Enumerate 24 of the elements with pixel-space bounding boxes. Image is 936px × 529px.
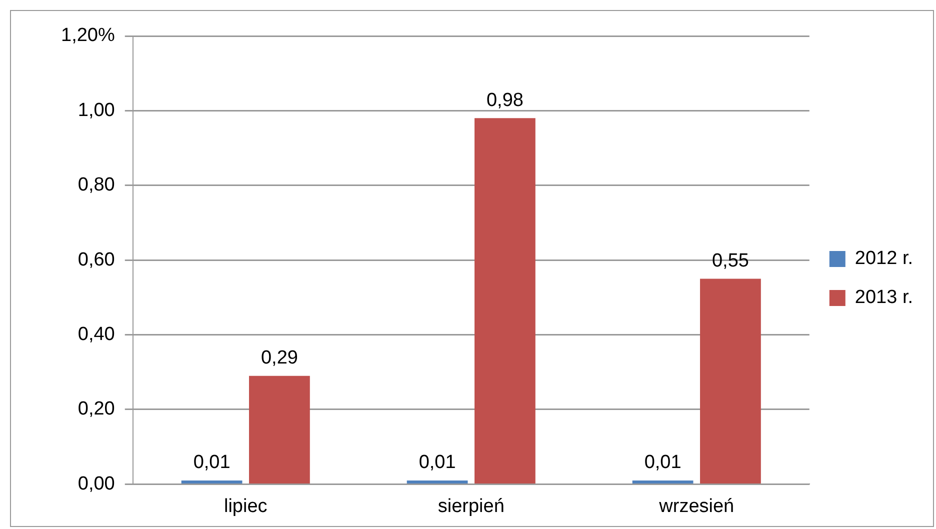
y-tick-label: 1,20%: [61, 25, 115, 46]
data-label: 0,01: [418, 452, 456, 474]
data-label: 0,98: [486, 90, 524, 111]
x-tick-label: sierpień: [438, 496, 504, 517]
legend-label: 2013 r.: [854, 287, 914, 308]
y-tick-label: 1,00: [78, 100, 115, 121]
y-tick-label: 0,20: [78, 398, 115, 420]
bar: [249, 376, 310, 484]
y-tick-label: 0,40: [78, 324, 115, 346]
bar: [181, 480, 242, 484]
data-label: 0,55: [712, 250, 749, 272]
data-label: 0,29: [260, 348, 298, 369]
bar: [406, 480, 468, 484]
data-label: 0,01: [193, 452, 230, 474]
data-label: 0,01: [644, 452, 682, 474]
bar: [700, 278, 761, 484]
legend-label: 2012 r.: [854, 248, 914, 270]
bar: [632, 480, 694, 484]
x-tick-label: wrzesień: [658, 496, 734, 517]
x-tick-label: lipiec: [224, 496, 268, 517]
y-tick-label: 0,80: [78, 174, 115, 196]
y-tick-label: 0,60: [78, 249, 115, 270]
bar: [474, 118, 536, 484]
y-tick-label: 0,00: [78, 473, 115, 494]
